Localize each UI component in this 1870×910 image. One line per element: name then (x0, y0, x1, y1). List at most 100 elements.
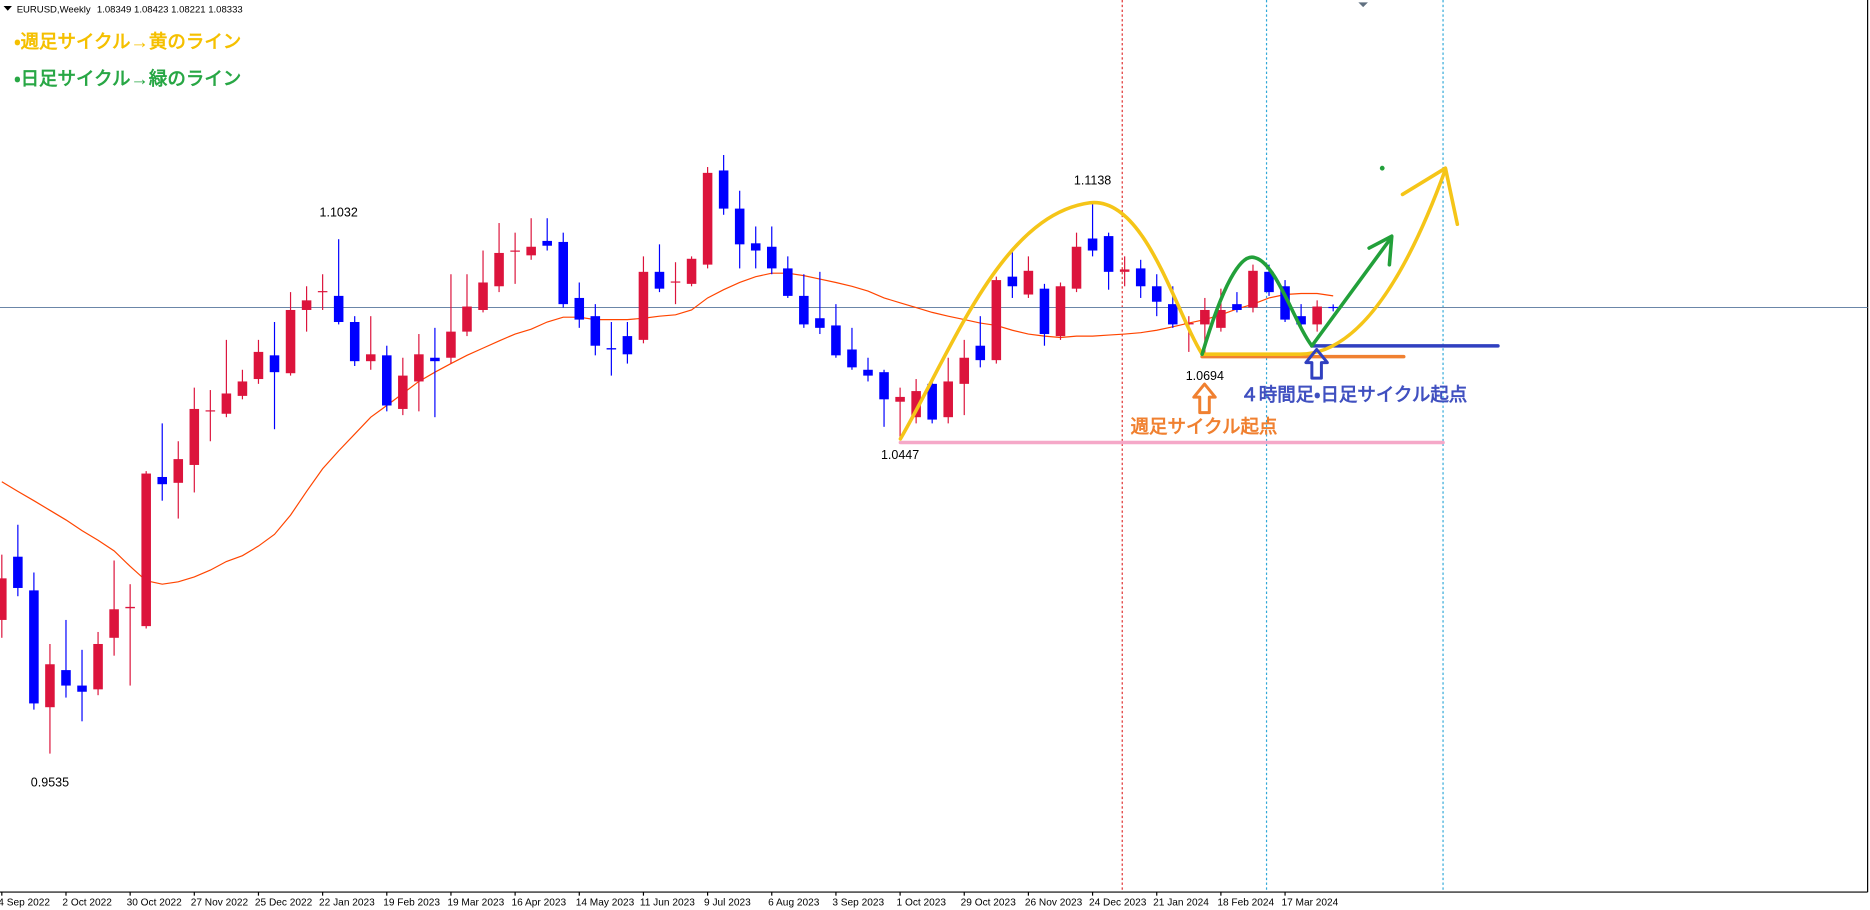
candle-body (141, 473, 151, 627)
annotation-text: ４時間足・日足サイクル起点 (1240, 384, 1468, 405)
candle-body (734, 208, 745, 245)
candle-body (654, 271, 665, 289)
candle-body (173, 459, 184, 483)
x-tick-label: 17 Mar 2024 (1281, 897, 1338, 908)
candle-body (1328, 306, 1338, 309)
weekly-cycle-line (898, 167, 1448, 441)
price-label: 0.9535 (31, 776, 69, 790)
candle-body (1151, 286, 1162, 302)
candle-body (975, 345, 986, 361)
candle-body (301, 300, 312, 310)
candle-body (702, 172, 713, 265)
candle-body (1264, 271, 1274, 293)
ohlc-close: 1.08333 (208, 4, 242, 15)
candle-body (1232, 304, 1242, 310)
x-tick-label: 4 Sep 2022 (0, 897, 50, 908)
candle-body (317, 291, 328, 293)
candle-body (638, 271, 649, 340)
price-label: 1.0694 (1186, 369, 1224, 383)
candle-body (1103, 236, 1114, 272)
candle-body (895, 396, 905, 402)
candle-body (29, 590, 39, 704)
candle-body (991, 280, 1002, 361)
candle-body (1184, 323, 1194, 325)
candle-body (414, 354, 424, 382)
x-tick-label: 30 Oct 2022 (127, 897, 183, 908)
candle-body (1168, 304, 1178, 325)
candle-body (109, 609, 119, 638)
annotation-text: 週足サイクル起点 (1131, 416, 1278, 437)
x-tick-label: 18 Feb 2024 (1217, 897, 1274, 908)
ohlc-high: 1.08423 (134, 4, 168, 15)
candle-body (1312, 306, 1322, 325)
x-tick-label: 16 Apr 2023 (512, 897, 567, 908)
price-label: 1.0447 (881, 448, 919, 462)
candle-body (927, 383, 937, 420)
legend-note: ・日足サイクル→緑のライン (14, 68, 241, 89)
candle-body (221, 393, 232, 414)
menu-icon[interactable] (3, 5, 12, 11)
candle-body (1039, 288, 1050, 335)
candle-body (494, 252, 504, 287)
x-tick-label: 24 Dec 2023 (1089, 897, 1147, 908)
candle-body (1216, 309, 1226, 328)
candle-body (1055, 286, 1066, 337)
candle-body (45, 664, 55, 708)
header: EURUSD,Weekly 1.08349 1.08423 1.08221 1.… (17, 4, 243, 15)
candle-body (205, 410, 216, 412)
candle-body (333, 295, 344, 323)
candle-body (237, 381, 248, 396)
ohlc-low: 1.08221 (171, 4, 205, 15)
x-tick-label: 2 Oct 2022 (62, 897, 112, 908)
candle-body (959, 357, 970, 384)
x-tick-label: 19 Feb 2023 (383, 897, 440, 908)
dot (1379, 165, 1385, 171)
candle-body (13, 556, 23, 588)
candle-body (1071, 246, 1082, 289)
candle-body (478, 282, 488, 310)
candle-body (847, 349, 857, 368)
candle-body (542, 240, 552, 246)
candle-body (77, 685, 87, 692)
arrow-head (1367, 234, 1394, 267)
x-tick-label: 19 Mar 2023 (447, 897, 504, 908)
x-tick-label: 14 May 2023 (576, 897, 635, 908)
ohlc-open: 1.08349 (97, 4, 131, 15)
arrow-head (1400, 166, 1460, 227)
annotations (898, 2, 1500, 445)
candle-body (157, 476, 167, 485)
candle-body (1007, 276, 1018, 287)
candle-body (718, 170, 729, 209)
symbol: EURUSD,Weekly (17, 4, 91, 15)
candle-body (526, 246, 536, 256)
x-tick-label: 11 Jun 2023 (640, 897, 695, 908)
candle-body (285, 309, 296, 374)
x-tick-label: 3 Sep 2023 (832, 897, 884, 908)
x-tick-label: 6 Aug 2023 (768, 897, 820, 908)
candle-body (622, 336, 633, 355)
candle-body (1296, 316, 1306, 325)
candle-body (766, 246, 777, 269)
candle-body (1200, 309, 1210, 325)
candle-body (462, 306, 472, 332)
candle-body (1135, 268, 1146, 287)
x-tick-label: 26 Nov 2023 (1025, 897, 1083, 908)
candle-body (1087, 238, 1098, 251)
x-tick-label: 27 Nov 2022 (191, 897, 249, 908)
x-tick-label: 29 Oct 2023 (961, 897, 1017, 908)
x-tick-label: 9 Jul 2023 (704, 897, 751, 908)
candle-body (558, 241, 569, 305)
up-arrow (1192, 382, 1217, 415)
candle-body (269, 355, 280, 373)
candle-body (686, 258, 697, 284)
candle-body (1023, 270, 1034, 295)
price-label: 1.1032 (320, 205, 358, 219)
x-tick-label: 22 Jan 2023 (319, 897, 375, 908)
candle-body (1248, 270, 1258, 308)
candle-body (382, 355, 392, 406)
candle-body (189, 408, 200, 465)
candle-body (943, 381, 953, 418)
candle-body (863, 369, 873, 376)
candle-body (349, 322, 360, 362)
